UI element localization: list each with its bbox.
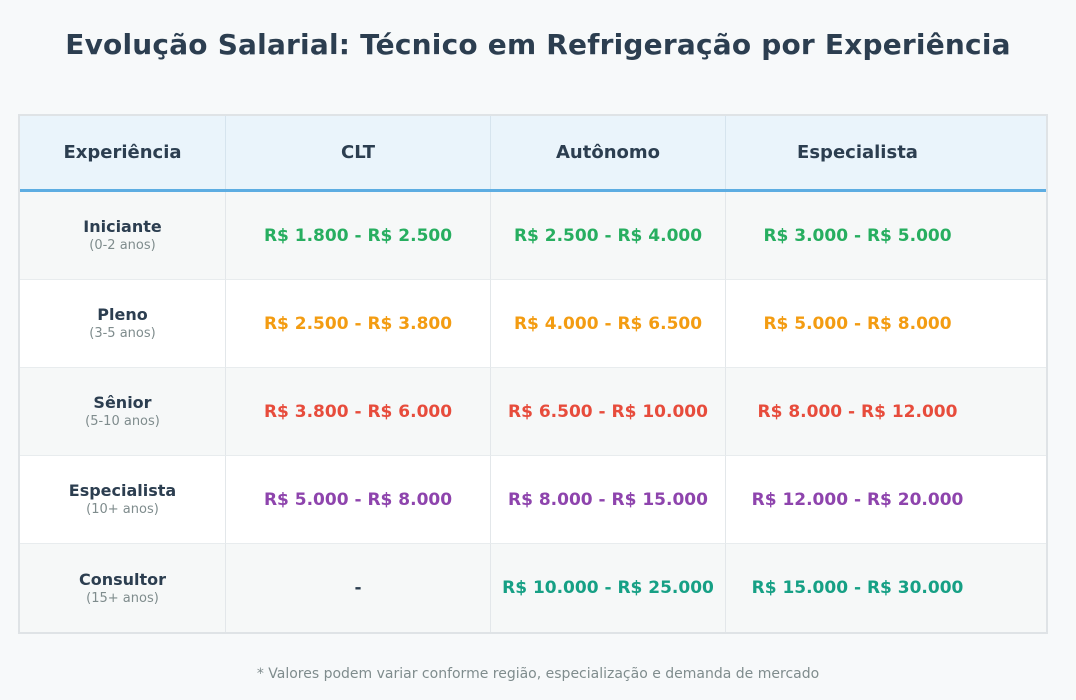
especialista-cell: R$ 15.000 - R$ 30.000: [726, 544, 1046, 632]
page-title: Evolução Salarial: Técnico em Refrigeraç…: [65, 28, 1011, 61]
experience-cell: Iniciante (0-2 anos): [20, 192, 226, 280]
header-experiencia: Experiência: [20, 116, 226, 189]
table-header-row: Experiência CLT Autônomo Especialista: [20, 116, 1046, 192]
level-label: Pleno: [97, 305, 148, 324]
years-label: (15+ anos): [86, 590, 159, 606]
clt-cell: R$ 2.500 - R$ 3.800: [226, 280, 491, 368]
salary-range: R$ 12.000 - R$ 20.000: [751, 489, 964, 510]
table-row: Pleno (3-5 anos) R$ 2.500 - R$ 3.800 R$ …: [20, 280, 1046, 368]
salary-range: R$ 2.500 - R$ 3.800: [263, 313, 453, 334]
salary-range: R$ 5.000 - R$ 8.000: [263, 489, 453, 510]
salary-range: -: [354, 578, 362, 598]
salary-range: R$ 2.500 - R$ 4.000: [513, 225, 703, 246]
salary-range: R$ 6.500 - R$ 10.000: [508, 401, 708, 422]
level-label: Especialista: [68, 481, 177, 500]
especialista-cell: R$ 3.000 - R$ 5.000: [726, 192, 1046, 280]
especialista-cell: R$ 5.000 - R$ 8.000: [726, 280, 1046, 368]
clt-cell: -: [226, 544, 491, 632]
years-label: (0-2 anos): [89, 238, 156, 253]
autonomo-cell: R$ 2.500 - R$ 4.000: [491, 192, 726, 280]
especialista-cell: R$ 12.000 - R$ 20.000: [726, 456, 1046, 544]
footnote: * Valores podem variar conforme região, …: [256, 666, 820, 682]
table-row: Consultor (15+ anos) - R$ 10.000 - R$ 25…: [20, 544, 1046, 632]
header-especialista: Especialista: [797, 142, 918, 163]
table-row: Iniciante (0-2 anos) R$ 1.800 - R$ 2.500…: [20, 192, 1046, 280]
salary-range: R$ 10.000 - R$ 25.000: [502, 578, 714, 598]
level-label: Iniciante: [83, 217, 162, 236]
autonomo-cell: R$ 4.000 - R$ 6.500: [491, 280, 726, 368]
autonomo-cell: R$ 10.000 - R$ 25.000: [491, 544, 726, 632]
experience-cell: Pleno (3-5 anos): [20, 280, 226, 368]
salary-range: R$ 3.000 - R$ 5.000: [763, 225, 952, 246]
especialista-cell: R$ 8.000 - R$ 12.000: [726, 368, 1046, 456]
level-label: Consultor: [78, 569, 167, 589]
header-autonomo: Autônomo: [491, 116, 726, 189]
clt-cell: R$ 5.000 - R$ 8.000: [226, 456, 491, 544]
salary-range: R$ 8.000 - R$ 12.000: [757, 401, 958, 422]
salary-range: R$ 5.000 - R$ 8.000: [763, 313, 952, 334]
experience-cell: Consultor (15+ anos): [20, 544, 226, 632]
autonomo-cell: R$ 8.000 - R$ 15.000: [491, 456, 726, 544]
clt-cell: R$ 3.800 - R$ 6.000: [226, 368, 491, 456]
level-label: Sênior: [93, 393, 152, 412]
salary-range: R$ 4.000 - R$ 6.500: [513, 313, 703, 334]
autonomo-cell: R$ 6.500 - R$ 10.000: [491, 368, 726, 456]
salary-range: R$ 8.000 - R$ 15.000: [508, 489, 708, 510]
salary-table: Experiência CLT Autônomo Especialista In…: [18, 114, 1048, 634]
header-clt: CLT: [226, 116, 491, 189]
years-label: (3-5 anos): [89, 326, 156, 341]
experience-cell: Especialista (10+ anos): [20, 456, 226, 544]
clt-cell: R$ 1.800 - R$ 2.500: [226, 192, 491, 280]
years-label: (10+ anos): [86, 502, 159, 517]
salary-range: R$ 15.000 - R$ 30.000: [751, 578, 964, 598]
years-label: (5-10 anos): [85, 414, 160, 429]
salary-range: R$ 3.800 - R$ 6.000: [263, 401, 453, 422]
table-row: Especialista (10+ anos) R$ 5.000 - R$ 8.…: [20, 456, 1046, 544]
salary-range: R$ 1.800 - R$ 2.500: [263, 225, 453, 246]
table-row: Sênior (5-10 anos) R$ 3.800 - R$ 6.000 R…: [20, 368, 1046, 456]
experience-cell: Sênior (5-10 anos): [20, 368, 226, 456]
